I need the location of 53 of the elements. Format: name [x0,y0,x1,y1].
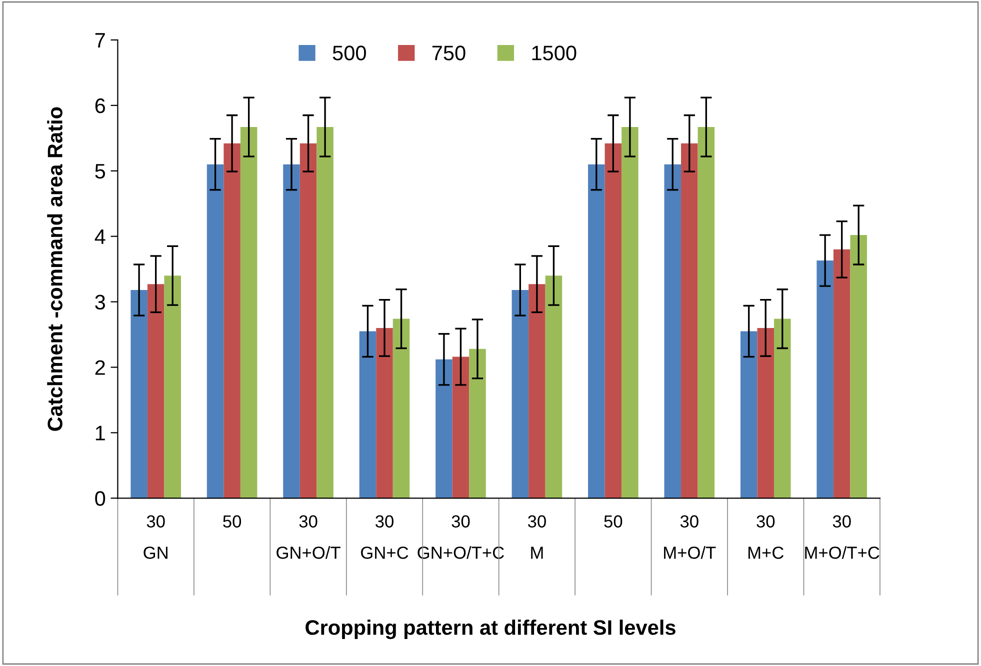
bar [164,276,181,498]
y-tick-label: 2 [95,360,105,375]
x-axis-title: Cropping pattern at different SI levels [306,620,676,640]
bar [698,127,715,498]
bar [452,356,470,498]
bar [757,328,774,498]
bar [512,290,529,498]
bar [545,276,562,498]
y-tick-label: 6 [95,98,105,114]
bar [740,331,758,498]
bar [528,284,546,498]
bar [130,290,148,498]
x-tick-label: 30 GN [144,515,168,559]
bar [316,127,334,498]
bar [681,143,698,498]
x-tick-label: 30 M+O/T+C [805,515,880,559]
x-tick-label: 30 GN+C [361,515,408,559]
bar [622,127,638,498]
x-tick-label: 30 M+O/T [664,515,716,559]
bar [850,235,867,498]
bar [588,164,605,498]
bar [469,348,486,498]
y-tick-label: 3 [95,294,105,310]
bar [664,164,682,498]
bar [283,164,300,498]
y-tick-label: 7 [95,33,105,48]
x-tick-label: 50 [604,515,622,528]
legend-label: 500 [332,46,366,60]
bar [206,164,224,498]
y-axis-title: Catchment -command area Ratio [47,107,62,431]
x-tick-label: 30 M+C [748,515,784,559]
x-tick-label: 30 M [528,515,546,559]
y-tick-label: 4 [94,230,106,244]
y-tick-label: 0 [95,491,106,506]
bar [774,318,791,498]
bar [833,249,850,498]
bar [604,143,622,498]
x-tick-label: 50 [223,515,242,528]
y-tick-label: 1 [96,426,105,440]
bar [436,359,452,498]
bar [300,143,317,498]
legend-label: 1500 [532,46,576,60]
bar [240,127,258,498]
legend-label: 750 [432,46,466,60]
bar [224,143,240,498]
bar [376,328,393,498]
bar [816,260,834,498]
bar [359,331,376,498]
bar [147,284,164,498]
bar [392,318,410,498]
x-tick-label: 30 GN+O/T [276,515,340,559]
y-tick-label: 5 [95,164,106,179]
x-tick-label: 30 GN+O/T+C [418,515,504,559]
